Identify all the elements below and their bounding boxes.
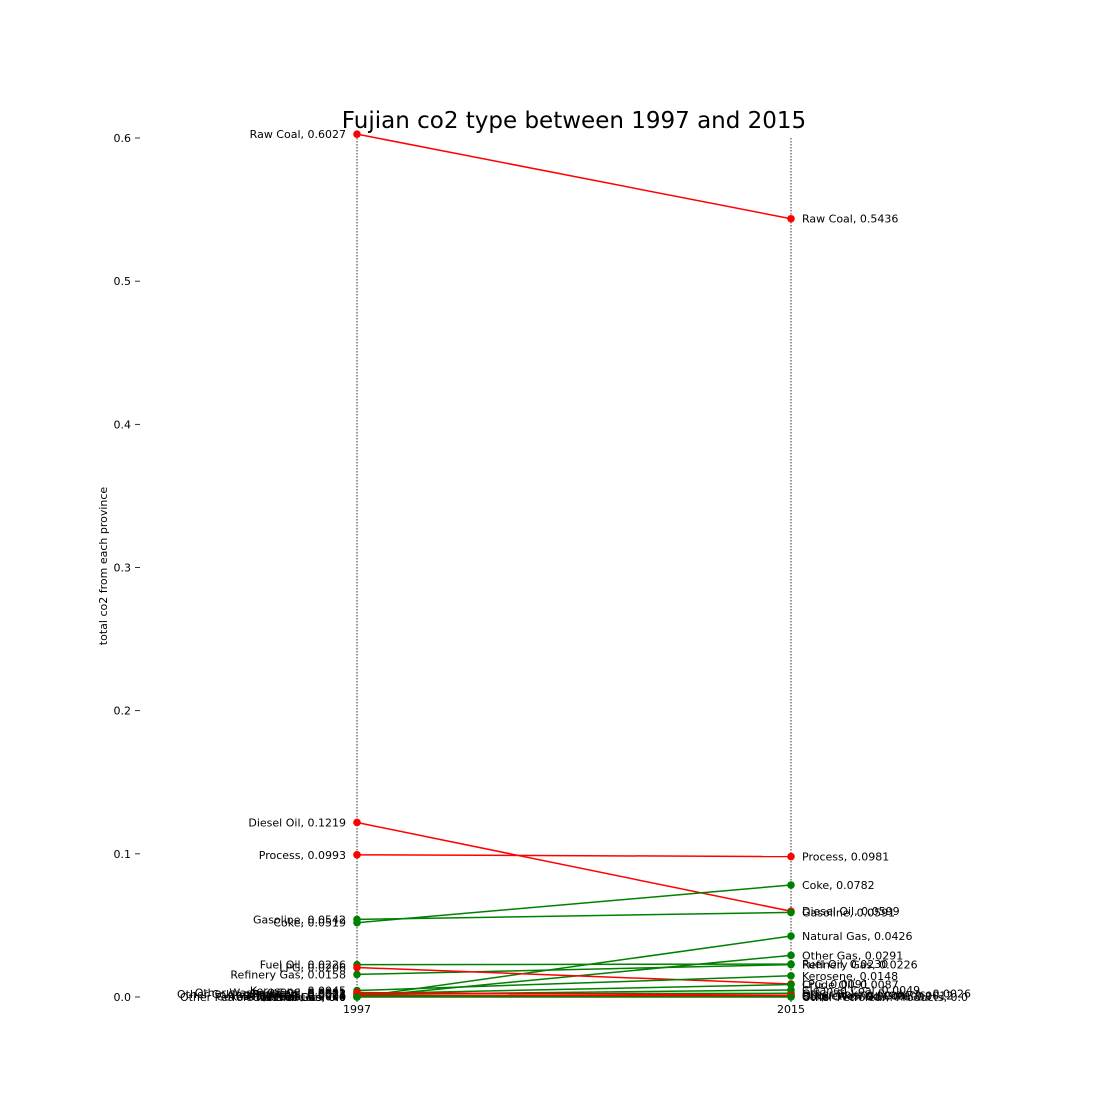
label-kerosene-1997: Kerosene, 0.0045 <box>250 985 346 998</box>
series-line-raw-coal <box>356 133 792 220</box>
label-other-petroleum-products-2015: Other Petroleum Products, 0.0 <box>802 991 968 1004</box>
point-coke-2015 <box>787 881 795 889</box>
point-other-petroleum-products-1997 <box>353 993 361 1001</box>
series-points <box>353 130 795 1001</box>
point-other-gas-2015 <box>787 951 795 960</box>
y-tick-label: 0.3 <box>114 562 132 575</box>
series-line-kerosene <box>356 975 792 992</box>
y-tick-label: 0.5 <box>114 275 132 288</box>
label-lpg-2015: LPG, 0.0091 <box>802 978 869 991</box>
point-refinery-gas-2015 <box>787 960 795 969</box>
point-gasoline-1997 <box>353 915 361 924</box>
series-line-process <box>356 854 792 858</box>
year-guide-lines <box>356 138 792 997</box>
series-line-fuel-oil <box>356 963 792 966</box>
y-tick-label: 0.6 <box>114 132 132 145</box>
y-axis: 0.0 0.1 0.2 0.3 0.4 0.5 0.6 <box>114 132 140 1004</box>
label-process-1997: Process, 0.0993 <box>259 849 346 862</box>
point-raw-coal-2015 <box>787 214 795 223</box>
label-raw-coal-2015: Raw Coal, 0.5436 <box>802 213 898 226</box>
label-other-coking-products-2015: Other Coking Products, 0.0026 <box>802 987 971 1000</box>
label-raw-coal-1997: Raw Coal, 0.6027 <box>250 128 346 141</box>
label-fuel-oil-1997: Fuel Oil, 0.0226 <box>260 959 346 972</box>
label-diesel-oil-1997: Diesel Oil, 0.1219 <box>248 816 346 829</box>
label-lpg-1997: LPG, 0.0206 <box>279 962 346 975</box>
series-line-coke <box>356 884 792 924</box>
point-raw-coal-1997 <box>353 130 361 138</box>
label-diesel-oil-2015: Diesel Oil, 0.0599 <box>802 905 900 918</box>
label-cleaned-coal-1997: Cleaned Coal, 0.0017 <box>228 989 346 1002</box>
label-process-2015: Process, 0.0981 <box>802 851 889 864</box>
label-cleaned-coal-2015: Cleaned Coal, 0.0049 <box>802 984 920 997</box>
point-refinery-gas-1997 <box>353 970 361 979</box>
x-axis: 1997 2015 <box>343 997 805 1016</box>
series-line-refinery-gas <box>356 963 792 976</box>
point-other-petroleum-products-2015 <box>787 993 795 1001</box>
label-coke-1997: Coke, 0.0519 <box>273 917 346 930</box>
point-lpg-1997 <box>353 963 361 972</box>
label-crude-oil-1997: Crude Oil, 0.0023 <box>249 988 346 1001</box>
y-axis-label: total co2 from each province <box>97 487 110 646</box>
point-process-2015 <box>787 852 795 861</box>
label-coke-2015: Coke, 0.0782 <box>802 879 875 892</box>
series-lines <box>356 133 792 998</box>
point-gasoline-2015 <box>787 908 795 917</box>
point-diesel-oil-1997 <box>353 818 361 827</box>
y-tick-label: 0.4 <box>114 418 132 431</box>
label-refinery-gas-2015: Refinery Gas, 0.0226 <box>802 959 918 972</box>
point-crude-oil-2015 <box>787 980 795 989</box>
label-gasoline-2015: Gasoline, 0.0591 <box>802 906 895 919</box>
label-other-washed-coal-2015: Other Washed Coal, 0.0012 <box>802 989 953 1002</box>
series-line-gasoline <box>356 911 792 921</box>
label-fuel-oil-2015: Fuel Oil, 0.0230 <box>802 958 888 971</box>
y-tick-label: 0.2 <box>114 705 132 718</box>
series-line-natural-gas <box>356 935 792 998</box>
label-other-gas-2015: Other Gas, 0.0291 <box>802 949 903 962</box>
label-other-washed-coal-1997: Other Washed Coal, 0.0031 <box>195 987 346 1000</box>
series-line-crude-oil <box>356 983 792 995</box>
series-line-lpg <box>356 966 792 985</box>
label-gasoline-1997: Gasoline, 0.0542 <box>253 913 346 926</box>
y-tick-label: 0.0 <box>114 991 132 1004</box>
label-natural-gas-1997: Natural Gas, 0.0 <box>256 991 346 1004</box>
chart-title: Fujian co2 type between 1997 and 2015 <box>342 108 806 134</box>
series-line-other-washed-coal <box>356 991 792 997</box>
label-briquettes-2015: Briquettes, 0.0009 <box>802 990 904 1003</box>
x-tick-label: 1997 <box>343 1003 371 1016</box>
point-kerosene-2015 <box>787 972 795 980</box>
label-natural-gas-2015: Natural Gas, 0.0426 <box>802 930 913 943</box>
label-other-coking-products-1997: Other Coking Products, 0.0021 <box>177 988 346 1001</box>
point-natural-gas-2015 <box>787 932 795 940</box>
x-tick-label: 2015 <box>777 1003 805 1016</box>
series-labels: Raw Coal, 0.6027 Raw Coal, 0.5436 Diesel O… <box>177 128 971 1004</box>
label-refinery-gas-1997: Refinery Gas, 0.0158 <box>230 968 346 981</box>
label-other-gas-1997: Other Gas, 0.0 <box>266 991 346 1004</box>
label-briquettes-1997: Briquettes, 0.0011 <box>244 989 346 1002</box>
y-tick-label: 0.1 <box>114 848 132 861</box>
label-other-petroleum-products-1997: Other Petroleum Products, 0.0 <box>180 991 346 1004</box>
label-coke-oven-gas-2015: Coke Oven Gas, 0.0003 <box>802 991 932 1004</box>
point-process-1997 <box>353 851 361 859</box>
series-line-diesel-oil <box>356 821 792 912</box>
label-kerosene-2015: Kerosene, 0.0148 <box>802 970 898 983</box>
label-crude-oil-2015: Crude Oil, 0.0087 <box>802 979 899 992</box>
label-coke-oven-gas-1997: Coke Oven Gas, 0.0004 <box>216 990 346 1003</box>
